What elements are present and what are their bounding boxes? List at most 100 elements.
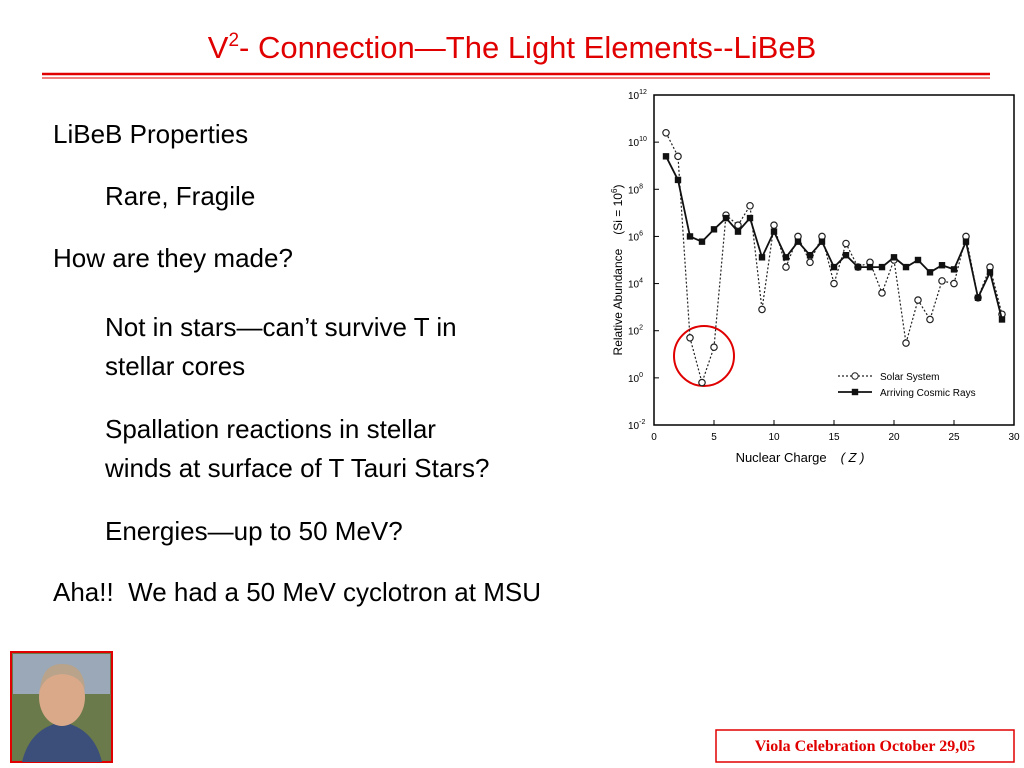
data-point: [878, 263, 886, 271]
data-point: [914, 256, 922, 264]
data-point: [962, 238, 970, 245]
slide-title: V2- Connection—The Light Elements--LiBeB: [208, 30, 817, 65]
title-post: - Connection—The Light Elements--LiBeB: [239, 30, 816, 65]
data-point: [758, 305, 766, 314]
photo: [10, 651, 113, 763]
data-point: [830, 263, 838, 271]
y-tick-base: 10: [628, 185, 640, 196]
y-axis-unit-sup: 6: [610, 188, 619, 193]
legend-marker: [851, 372, 859, 380]
abundance-chart: 0 5 10 15 20 25 3010-210010210410610810101012N…: [610, 89, 1020, 465]
y-axis-unit-post: ): [611, 185, 625, 189]
photo-hair: [40, 664, 85, 690]
bullet-text: Energies—up to 50 MeV?: [105, 516, 403, 546]
y-tick-label: 104: [628, 278, 643, 291]
y-tick-exp: 8: [639, 183, 643, 190]
y-tick-label: 102: [628, 325, 643, 338]
y-tick-label: 100: [628, 372, 643, 385]
data-point: [806, 251, 814, 259]
x-tick-label: 15: [828, 432, 840, 443]
bullet-text: Rare, Fragile: [105, 181, 255, 211]
data-point: [674, 152, 682, 161]
y-tick-exp: 10: [639, 136, 647, 143]
legend-marker: [851, 388, 859, 396]
data-point: [866, 263, 874, 271]
data-point: [926, 269, 934, 276]
title-sup: 2: [228, 30, 239, 51]
bullet-text: How are they made?: [53, 243, 293, 273]
data-point: [950, 266, 958, 273]
data-point: [686, 334, 694, 342]
data-point: [734, 221, 742, 229]
bullet-text: Aha!! We had a 50 MeV cyclotron at MSU: [53, 577, 541, 607]
highlight-circle: [673, 325, 735, 387]
y-tick-base: 10: [628, 421, 640, 432]
bullet-text: winds at surface of T Tauri Stars?: [104, 453, 489, 483]
title-pre: V: [208, 30, 229, 65]
data-point: [662, 128, 670, 137]
data-point: [782, 263, 790, 271]
data-point: [722, 214, 730, 222]
data-point: [782, 254, 790, 261]
data-point: [854, 263, 862, 271]
x-tick-label: 10: [768, 432, 780, 443]
data-point: [698, 238, 706, 245]
y-tick-base: 10: [628, 232, 640, 243]
photo-face: [39, 668, 85, 726]
data-point: [770, 221, 778, 229]
x-tick-label: 5: [711, 432, 717, 443]
data-point: [746, 201, 754, 210]
photo-shirt: [22, 722, 102, 762]
data-point: [686, 233, 694, 240]
x-axis-label: Nuclear Charge ( Z ): [736, 450, 865, 465]
data-point: [902, 339, 910, 347]
data-point: [710, 226, 718, 233]
x-tick-label: 25: [948, 432, 960, 443]
data-point: [878, 289, 886, 297]
data-point: [662, 153, 670, 160]
legend-label: Arriving Cosmic Rays: [880, 388, 976, 399]
data-point: [986, 269, 994, 276]
data-point: [794, 238, 802, 245]
x-tick-label: 20: [888, 432, 900, 443]
data-point: [830, 279, 838, 288]
y-tick-exp: 4: [639, 278, 643, 285]
y-tick-base: 10: [628, 138, 640, 149]
series-line: [665, 132, 1003, 385]
x-axis-title: Nuclear Charge: [736, 450, 827, 465]
data-point: [806, 258, 814, 267]
y-tick-label: 1010: [628, 136, 647, 149]
legend-label: Solar System: [880, 372, 939, 383]
data-point: [734, 228, 742, 235]
x-tick-label: 30: [1008, 432, 1020, 443]
y-tick-label: 106: [628, 230, 643, 243]
footer-box: [715, 729, 1015, 763]
y-tick-exp: 2: [639, 325, 643, 332]
bullet-list: LiBeB Properties Rare, Fragile How are the…: [53, 119, 541, 607]
bullet-text: stellar cores: [105, 351, 245, 381]
y-tick-exp: 12: [639, 89, 647, 96]
data-point: [674, 176, 682, 184]
y-tick-label: 10-2: [628, 419, 645, 432]
data-point: [818, 238, 826, 245]
data-point: [902, 263, 910, 271]
y-tick-exp: -2: [639, 419, 645, 426]
data-point: [938, 262, 946, 269]
y-tick-label: 108: [628, 183, 643, 196]
y-tick-base: 10: [628, 327, 640, 338]
y-tick-base: 10: [628, 374, 640, 385]
data-point: [950, 279, 958, 288]
y-tick-base: 10: [628, 280, 640, 291]
data-point: [926, 315, 934, 324]
data-point: [998, 316, 1006, 323]
data-point: [974, 294, 982, 301]
data-point: [710, 343, 718, 351]
y-tick-exp: 6: [639, 230, 643, 237]
data-point: [842, 251, 850, 259]
data-point: [698, 378, 706, 387]
bullet-text: Not in stars—can’t survive T in: [105, 312, 457, 342]
data-point: [914, 296, 922, 304]
data-point: [758, 254, 766, 261]
